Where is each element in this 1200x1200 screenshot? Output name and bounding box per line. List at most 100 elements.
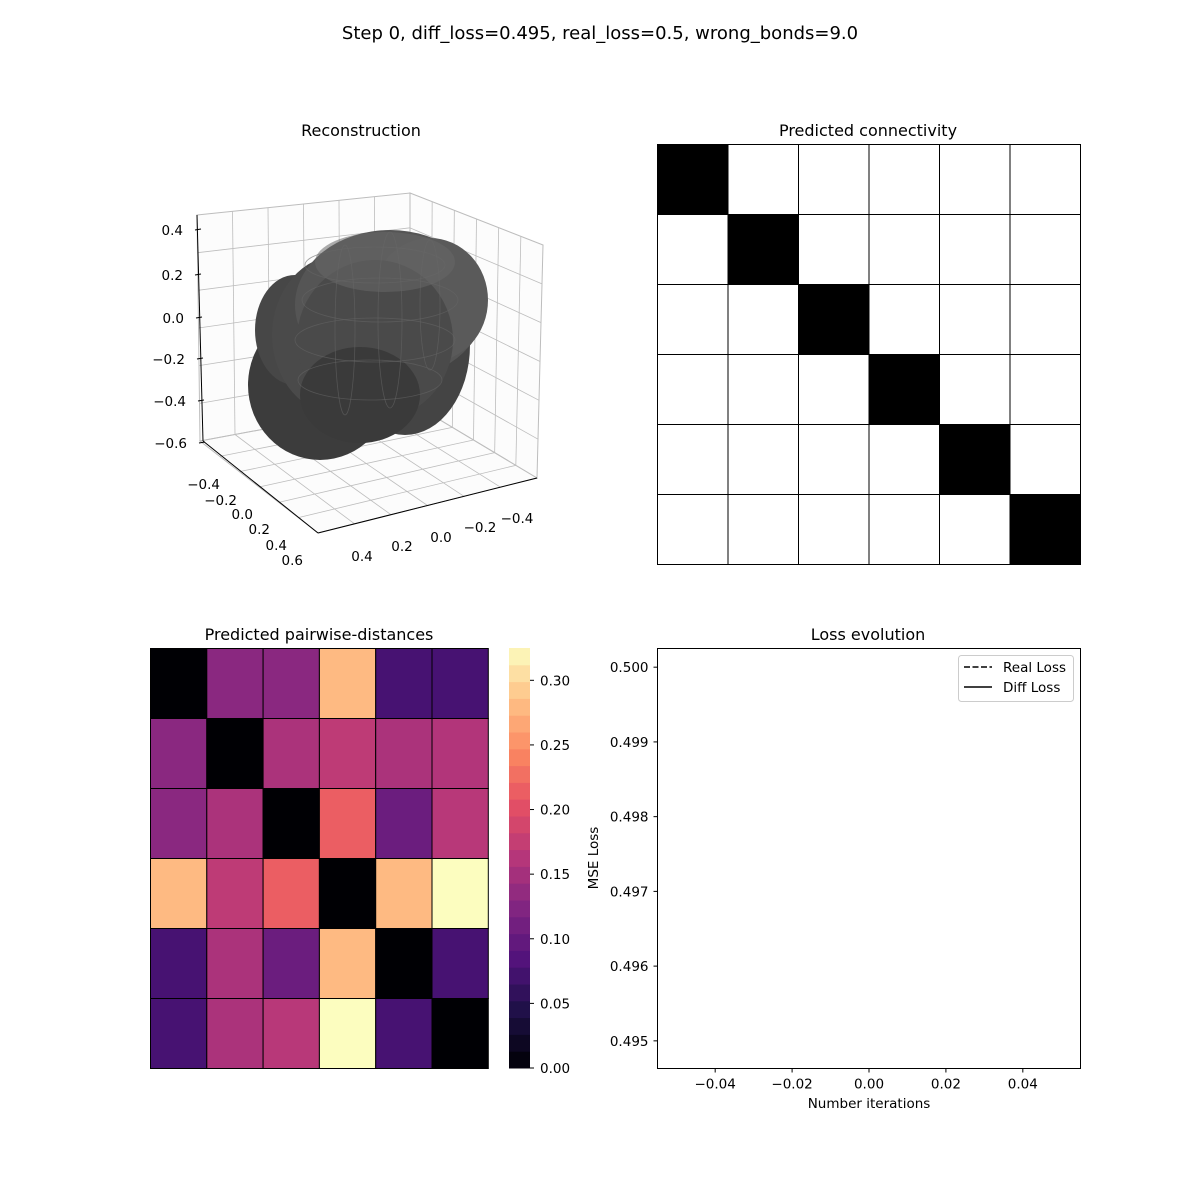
y-tick-label: −0.4 (187, 477, 220, 493)
loss-x-tick-label: −0.04 (694, 1077, 735, 1093)
z-tick-label: −0.2 (152, 352, 185, 368)
colorbar-segment (509, 832, 530, 851)
loss-y-tick-label: 0.499 (610, 735, 649, 751)
distance-cell (318, 928, 377, 999)
distance-cell (318, 788, 377, 859)
distance-cell (431, 718, 489, 789)
distance-cell (431, 928, 489, 999)
connectivity-cell (1009, 144, 1081, 215)
connectivity-cell (1009, 284, 1081, 355)
z-tick (197, 399, 205, 402)
y-tick-label: 0.4 (266, 538, 287, 554)
connectivity-cell (939, 424, 1011, 495)
connectivity-cell (727, 144, 799, 215)
colorbar-segment (509, 849, 530, 867)
distance-cell (262, 858, 320, 929)
y-tick-label: 0.2 (249, 522, 270, 538)
colorbar-segment (509, 1000, 530, 1019)
legend-box (958, 655, 1074, 702)
distance-cell (150, 718, 208, 789)
z-tick-label: −0.6 (154, 436, 187, 452)
connectivity-cell (1009, 494, 1081, 565)
colorbar-tick-label: 0.10 (540, 932, 570, 948)
connectivity-cell (798, 284, 870, 355)
connectivity-title: Predicted connectivity (779, 121, 957, 140)
connectivity-cell (868, 424, 940, 495)
distances-title: Predicted pairwise-distances (205, 625, 434, 644)
loss-y-tick-label: 0.495 (610, 1034, 649, 1050)
connectivity-cell (868, 354, 940, 425)
z-axis-line (196, 214, 204, 442)
distance-cell (431, 648, 489, 719)
x-tick-label: 0.4 (351, 549, 372, 565)
x-tick-label: 0.0 (430, 530, 451, 546)
connectivity-cell (868, 284, 940, 355)
connectivity-panel: Predicted connectivity (657, 121, 1081, 565)
colorbar-segment (509, 1017, 530, 1035)
colorbar-segment (509, 916, 530, 935)
legend-diff-loss-label: Diff Loss (1003, 680, 1060, 696)
distance-cell (206, 788, 264, 859)
sphere-facet-line (294, 317, 456, 363)
colorbar-segment (509, 816, 530, 834)
z-tick-label: −0.4 (153, 394, 186, 410)
colorbar-segment (509, 664, 530, 683)
connectivity-cell (657, 494, 729, 565)
connectivity-cell (798, 494, 870, 565)
distance-cell (206, 718, 264, 789)
distance-cell (318, 648, 377, 719)
colorbar-segment (509, 765, 530, 783)
connectivity-cell (727, 424, 799, 495)
distances-panel: Predicted pairwise-distances 0.00 0.05 0.1… (150, 625, 570, 1077)
connectivity-cell (939, 354, 1011, 425)
colorbar-tick-label: 0.30 (540, 673, 570, 689)
z-tick (198, 441, 206, 444)
connectivity-cell (939, 284, 1011, 355)
connectivity-cell (657, 144, 729, 215)
reconstruction-panel: Reconstruction 0.40.20.0−0.2−0.4−0.6−0.4… (152, 121, 544, 569)
distance-cell (206, 858, 264, 929)
connectivity-cell (798, 214, 870, 285)
y-tick-label: 0.6 (282, 553, 303, 569)
distance-cell (206, 928, 264, 999)
connectivity-cell (939, 494, 1011, 565)
x-tick-label: −0.4 (501, 511, 534, 527)
loss-title: Loss evolution (811, 625, 926, 644)
sphere-facet-line (297, 359, 443, 401)
connectivity-cell (868, 144, 940, 215)
sphere-highlight (315, 232, 455, 292)
sphere (300, 347, 420, 443)
distance-cell (262, 928, 320, 999)
loss-x-tick-label: 0.00 (854, 1077, 884, 1093)
distance-cell (262, 788, 320, 859)
colorbar-segment (509, 900, 530, 918)
loss-x-tick-label: −0.02 (771, 1077, 812, 1093)
distance-cell (375, 998, 433, 1069)
colorbar-segment (509, 732, 530, 750)
grid-line (298, 464, 516, 519)
connectivity-cell (727, 284, 799, 355)
z-tick (196, 357, 204, 360)
colorbar-segment (509, 883, 530, 901)
colorbar-tick-label: 0.05 (540, 996, 570, 1012)
colorbar-tick-label: 0.20 (540, 803, 570, 819)
distance-cell (318, 998, 377, 1069)
loss-y-tick-label: 0.500 (610, 660, 649, 676)
y-axis-line (202, 440, 319, 534)
z-tick (195, 316, 203, 319)
sphere-facet-line (377, 231, 403, 409)
connectivity-matrix (657, 144, 1081, 565)
distance-cell (431, 788, 489, 859)
x-axis-line (317, 477, 538, 534)
loss-plot-area (657, 648, 1081, 1069)
grid-line (515, 236, 522, 466)
colorbar-segment (509, 782, 530, 800)
distance-cell (150, 998, 208, 1069)
colorbar-segment (509, 715, 530, 733)
connectivity-cell (1009, 424, 1081, 495)
z-tick-label: 0.0 (163, 311, 184, 327)
distance-cell (431, 998, 489, 1069)
loss-y-tick-label: 0.498 (610, 810, 649, 826)
colorbar-segment (509, 1034, 530, 1052)
z-tick-label: 0.2 (162, 268, 183, 284)
